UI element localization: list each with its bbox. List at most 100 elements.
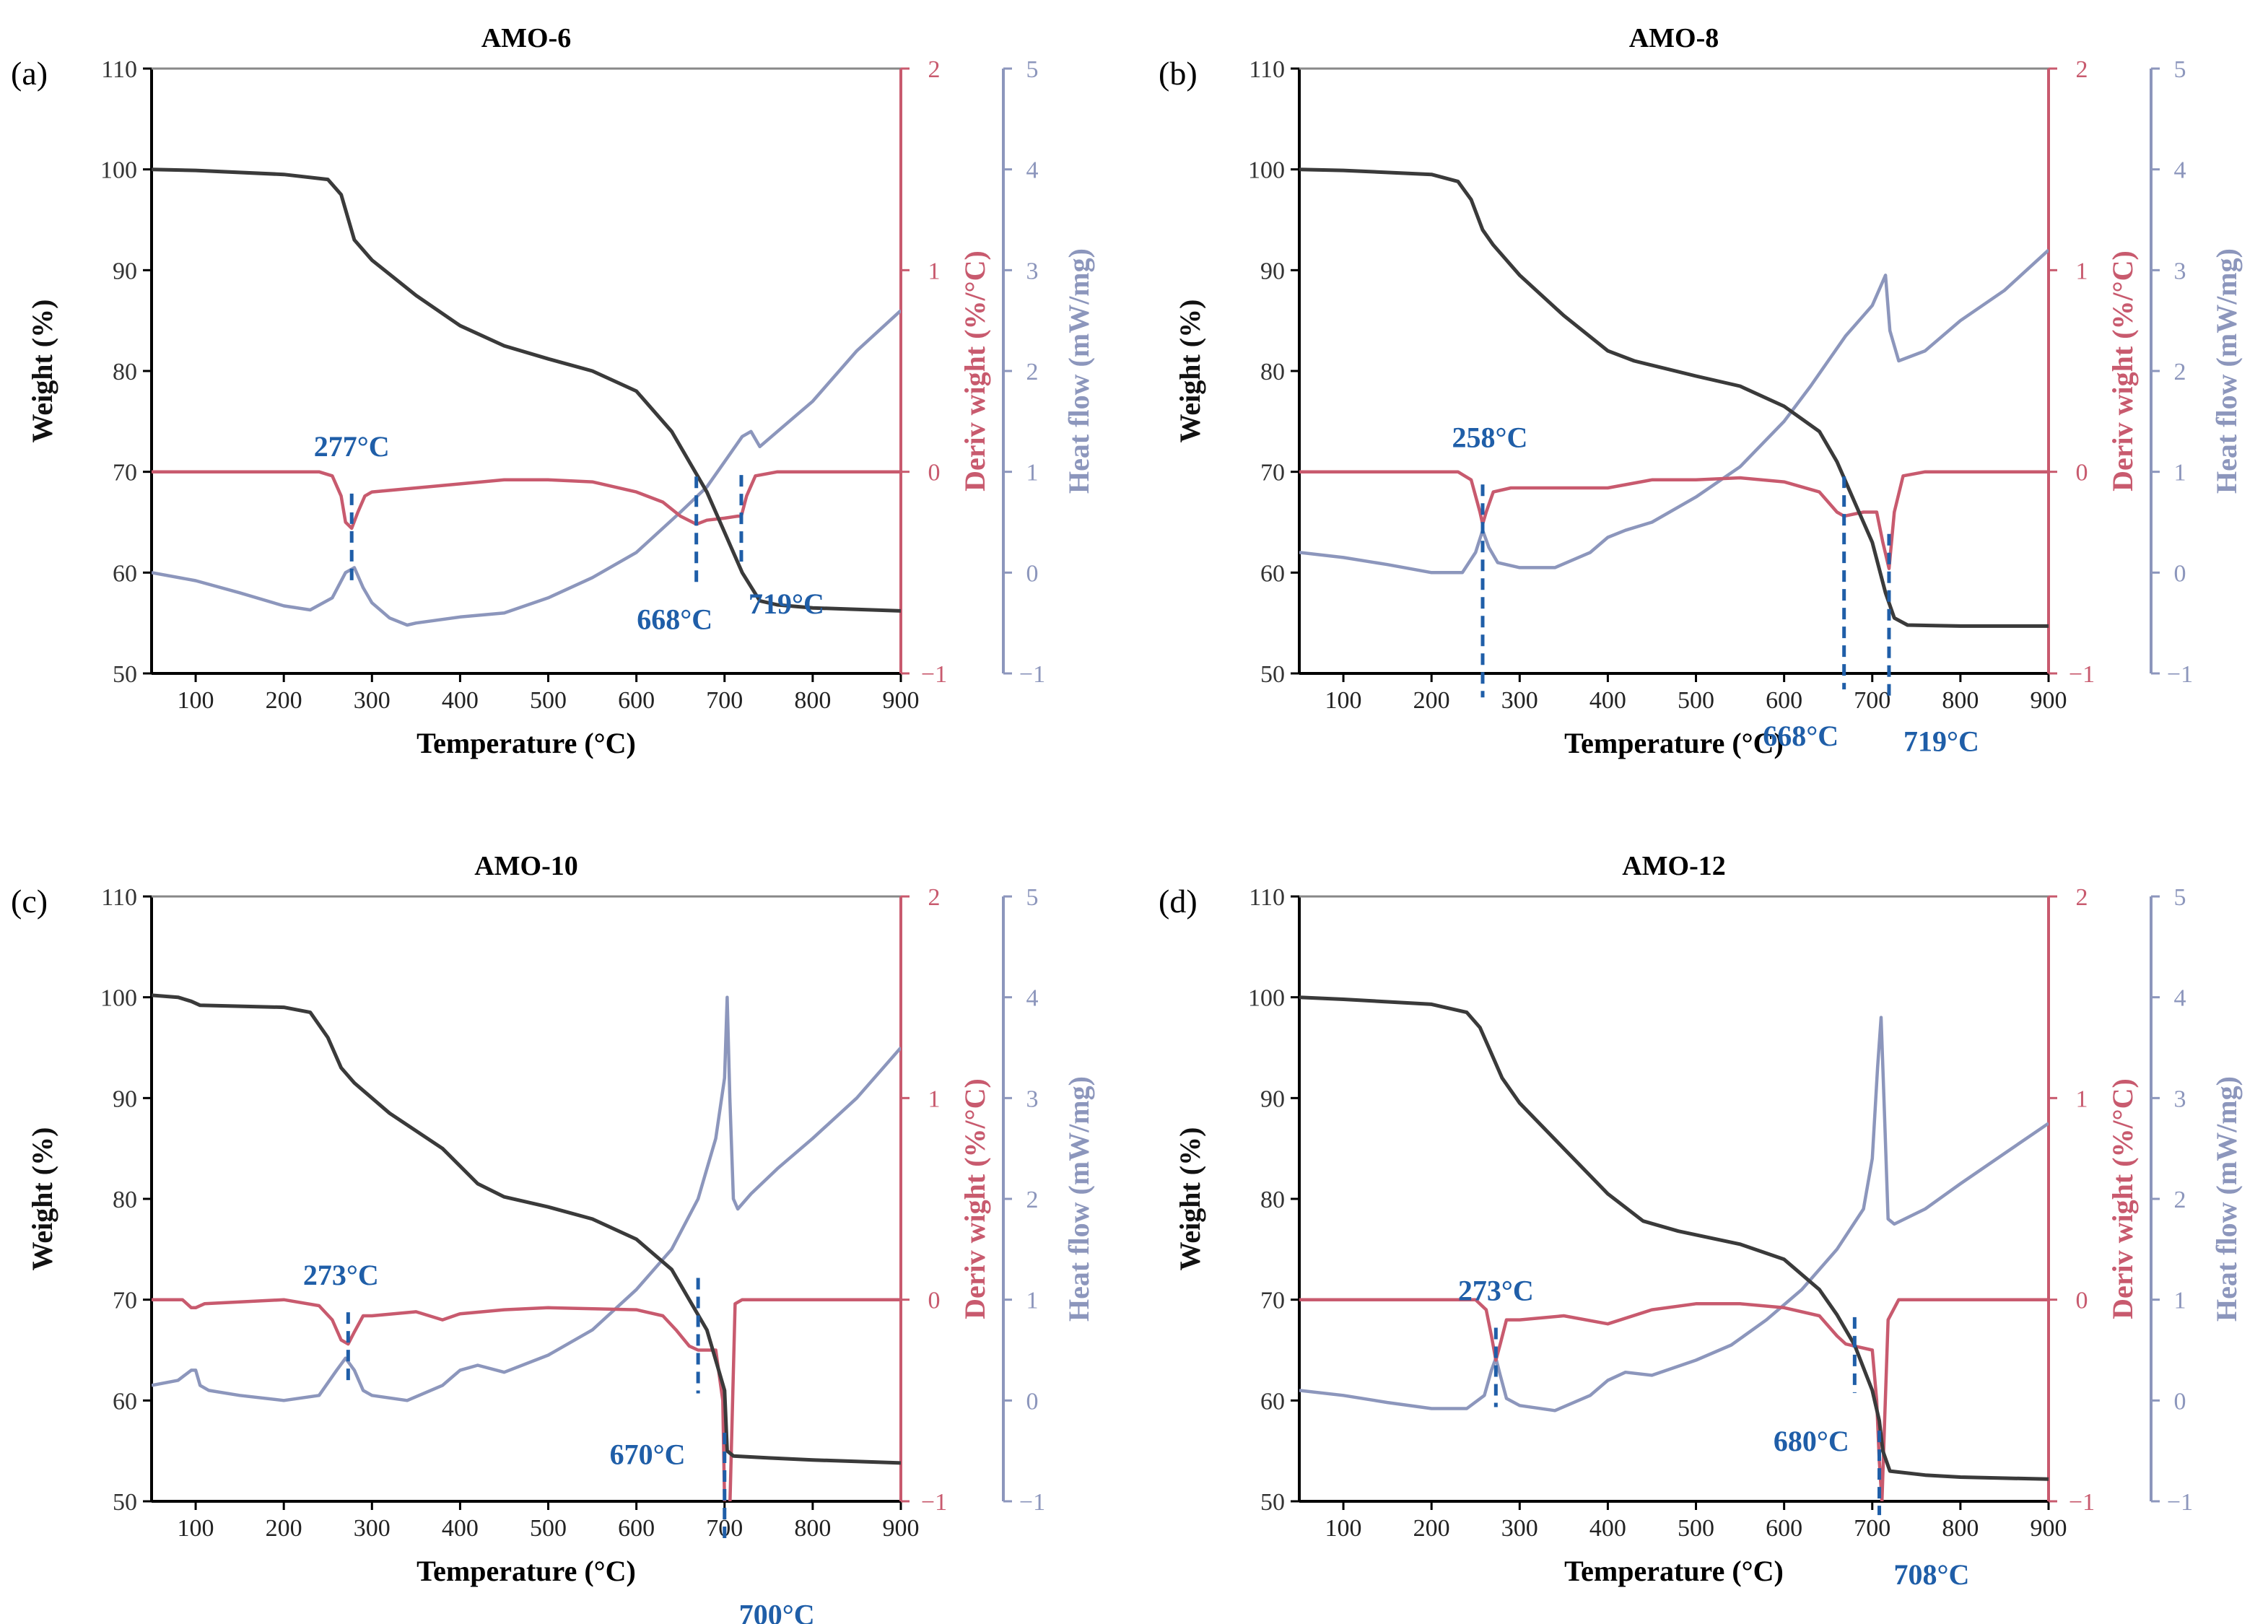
y-right2-tick-label: 1: [2174, 1288, 2186, 1314]
y-left-tick-label: 110: [1249, 56, 1285, 83]
y-right2-tick-label: −1: [2167, 1489, 2193, 1516]
chart-title: AMO-12: [1622, 851, 1726, 881]
y-left-tick-label: 60: [113, 560, 137, 587]
annotation-label: 277°C: [314, 430, 390, 463]
x-tick-label: 400: [1589, 687, 1626, 714]
annotation-label: 273°C: [1458, 1274, 1534, 1306]
series-weight: [1299, 995, 2049, 1481]
x-tick-label: 600: [618, 687, 655, 714]
y-left-tick-label: 70: [1260, 1288, 1285, 1314]
y-left-tick-label: 110: [101, 56, 137, 83]
y-right2-axis-title: Heat flow (mW/mg): [1063, 1076, 1095, 1322]
panel-label: (b): [1159, 55, 1198, 92]
y-right1-tick-label: −1: [921, 661, 947, 688]
series-weight: [152, 993, 901, 1465]
annotation-label: 680°C: [1774, 1425, 1849, 1457]
y-left-tick-label: 70: [1260, 460, 1285, 486]
y-right2-tick-label: 0: [1026, 560, 1039, 587]
y-right2-axis-title: Heat flow (mW/mg): [1063, 248, 1095, 494]
y-right2-tick-label: 0: [1026, 1388, 1039, 1415]
x-tick-label: 300: [354, 687, 391, 714]
y-right2-tick-label: 4: [1026, 985, 1039, 1012]
y-right2-tick-label: −1: [2167, 661, 2193, 688]
y-left-tick-label: 60: [113, 1388, 137, 1415]
series-weight: [1299, 167, 2049, 628]
x-tick-label: 800: [794, 1515, 831, 1542]
y-right1-tick-label: 0: [928, 460, 941, 486]
y-left-tick-label: 90: [1260, 1086, 1285, 1112]
y-right1-tick-label: −1: [2069, 1489, 2095, 1516]
y-right2-tick-label: 3: [2174, 1086, 2186, 1112]
y-right2-tick-label: 5: [1026, 884, 1039, 911]
x-tick-label: 200: [266, 687, 302, 714]
y-right2-tick-label: 1: [2174, 460, 2186, 486]
y-right2-tick-label: 4: [1026, 157, 1039, 184]
annotation-label: 719°C: [1903, 725, 1979, 758]
y-right1-tick-label: 2: [928, 56, 941, 83]
x-tick-label: 400: [442, 687, 479, 714]
y-right1-tick-label: 2: [928, 884, 941, 911]
series-heat-flow: [1299, 248, 2049, 575]
x-tick-label: 600: [1766, 1515, 1802, 1542]
y-right1-tick-label: 1: [928, 1086, 941, 1112]
x-axis-title: Temperature (°C): [1564, 1555, 1784, 1587]
x-tick-label: 700: [1854, 687, 1890, 714]
annotation-label: 708°C: [1894, 1558, 1970, 1591]
y-right1-tick-label: 0: [2076, 1288, 2088, 1314]
x-tick-label: 500: [530, 1515, 567, 1542]
y-right1-tick-label: 1: [2076, 258, 2088, 284]
annotation-label: 719°C: [749, 588, 824, 620]
y-left-tick-label: 70: [113, 1288, 137, 1314]
y-left-tick-label: 90: [1260, 258, 1285, 284]
x-tick-label: 900: [883, 1515, 920, 1542]
y-left-tick-label: 90: [113, 258, 137, 284]
y-right1-tick-label: 2: [2076, 56, 2088, 83]
y-left-axis-title: Weight (%): [26, 1127, 58, 1271]
y-left-tick-label: 80: [1260, 359, 1285, 385]
y-right2-tick-label: 4: [2174, 985, 2186, 1012]
x-tick-label: 700: [1854, 1515, 1890, 1542]
y-right1-tick-label: 0: [928, 1288, 941, 1314]
y-left-tick-label: 100: [1248, 985, 1285, 1012]
y-left-tick-label: 100: [100, 985, 137, 1012]
y-right2-tick-label: 2: [2174, 359, 2186, 385]
y-left-axis-title: Weight (%): [1174, 1127, 1206, 1271]
y-right1-tick-label: 2: [2076, 884, 2088, 911]
x-tick-label: 300: [354, 1515, 391, 1542]
series-heat-flow: [152, 309, 901, 627]
y-right1-tick-label: 1: [2076, 1086, 2088, 1112]
annotation-label: 700°C: [739, 1599, 815, 1624]
y-left-tick-label: 80: [113, 359, 137, 385]
annotation-label: 668°C: [637, 603, 712, 635]
panel-label: (a): [11, 55, 48, 92]
y-right1-tick-label: −1: [921, 1489, 947, 1516]
y-right2-tick-label: 4: [2174, 157, 2186, 184]
y-right1-axis-title: Deriv wight (%/°C): [959, 250, 991, 492]
y-right2-tick-label: 3: [1026, 1086, 1039, 1112]
x-tick-label: 600: [1766, 687, 1802, 714]
x-tick-label: 700: [706, 687, 743, 714]
y-right2-tick-label: 2: [1026, 359, 1039, 385]
y-right1-tick-label: −1: [2069, 661, 2095, 688]
annotation-label: 668°C: [1763, 720, 1839, 752]
y-right2-tick-label: 2: [1026, 1187, 1039, 1213]
y-left-tick-label: 60: [1260, 560, 1285, 587]
x-tick-label: 800: [794, 687, 831, 714]
y-left-tick-label: 50: [113, 1489, 137, 1516]
x-tick-label: 300: [1501, 687, 1538, 714]
series-weight: [152, 167, 901, 613]
x-tick-label: 100: [1325, 687, 1362, 714]
x-tick-label: 100: [178, 1515, 214, 1542]
y-left-tick-label: 110: [1249, 884, 1285, 911]
x-tick-label: 200: [1413, 1515, 1450, 1542]
y-right1-tick-label: 1: [928, 258, 941, 284]
series-deriv-weight: [1299, 1298, 2049, 1501]
annotation-label: 670°C: [610, 1439, 686, 1471]
x-tick-label: 200: [1413, 687, 1450, 714]
y-left-tick-label: 50: [1260, 1489, 1285, 1516]
y-right2-tick-label: 1: [1026, 1288, 1039, 1314]
